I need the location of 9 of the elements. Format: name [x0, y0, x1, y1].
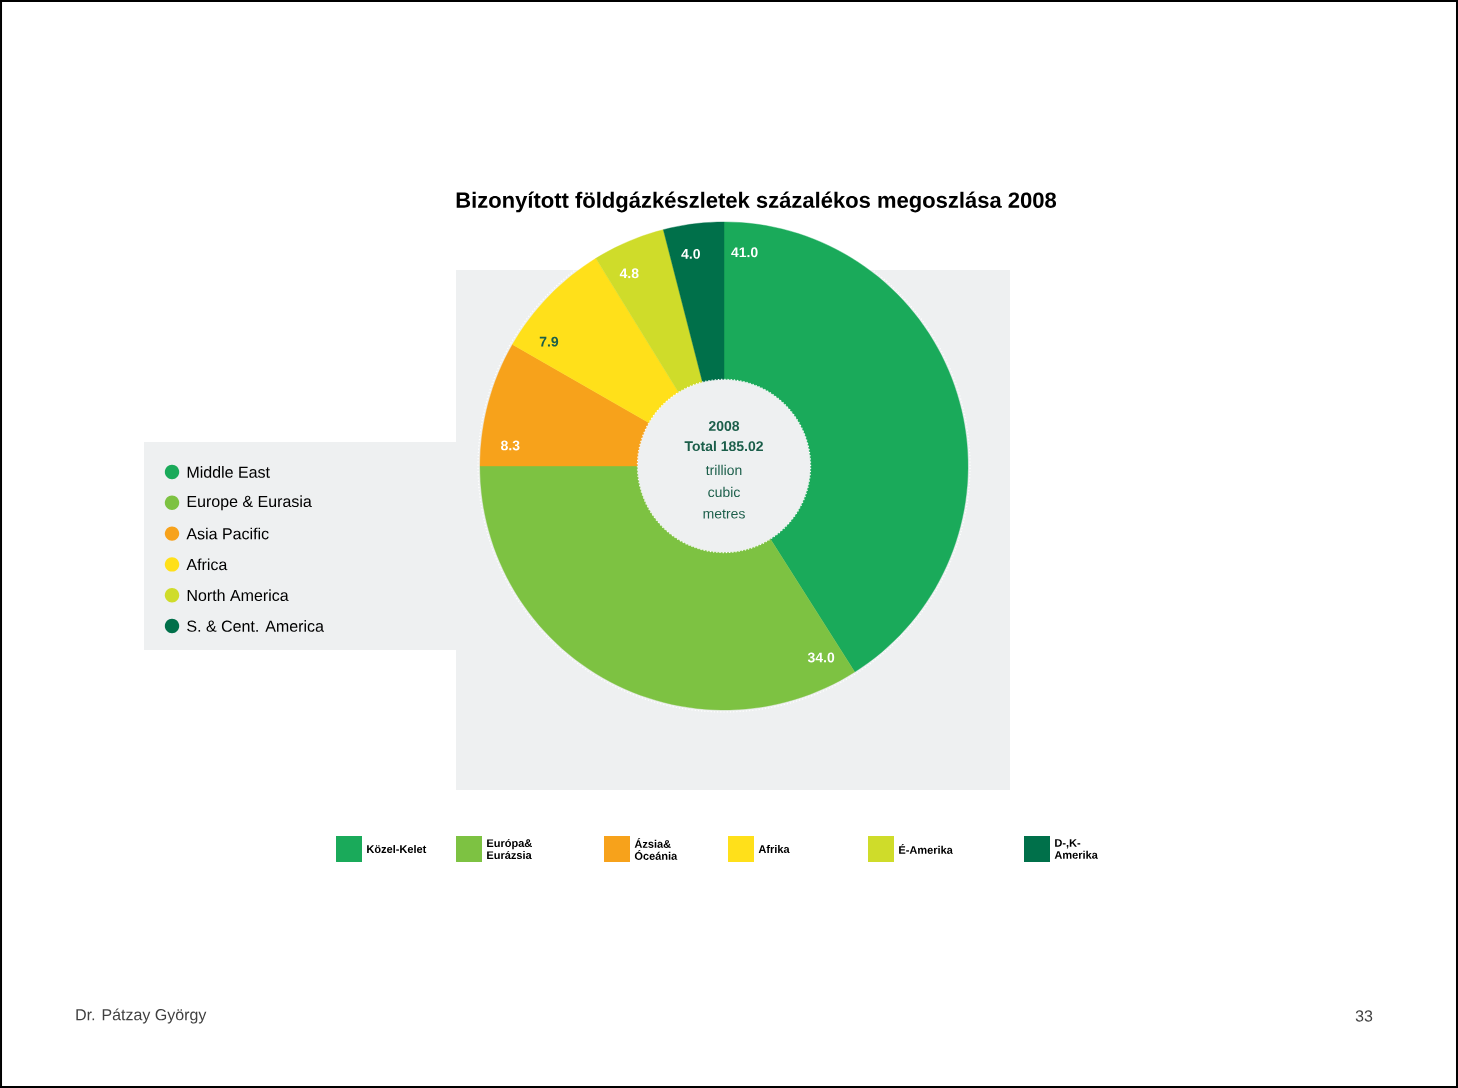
- legend-label: Asia Pacific: [186, 527, 269, 540]
- legend-label: S. & Cent. America: [187, 620, 324, 632]
- text: 33: [1355, 1010, 1373, 1022]
- legend-label: Europe & Eurasia: [187, 495, 312, 511]
- legend-label: North America: [187, 589, 289, 602]
- chart-title: Bizonyított földgázkészletek százalékos megoszlása 2008: [456, 191, 1057, 213]
- legend-label: Africa: [186, 558, 228, 571]
- text: Dr. Pátzay György: [76, 1008, 207, 1024]
- legend-label: Middle East: [187, 466, 270, 478]
